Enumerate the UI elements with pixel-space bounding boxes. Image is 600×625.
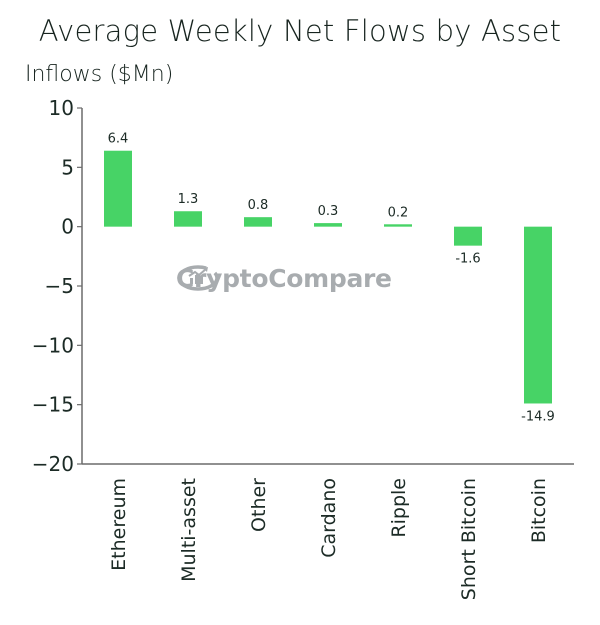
- watermark: CryptoCompare: [176, 264, 392, 293]
- y-tick-label: −5: [45, 274, 74, 298]
- y-tick-label: −10: [32, 333, 74, 357]
- chart-growth-icon: [177, 265, 219, 291]
- y-tick-label: −15: [32, 393, 74, 417]
- bar-cardano: [314, 223, 342, 227]
- x-tick-label: Short Bitcoin: [458, 478, 480, 600]
- data-label: 0.3: [318, 204, 339, 219]
- chart-title: Average Weekly Net Flows by Asset: [38, 14, 562, 48]
- watermark-text: CryptoCompare: [176, 264, 392, 293]
- y-tick-label: 0: [61, 215, 74, 239]
- data-labels: 6.4 1.3 0.8 0.3 0.2 -1.6 -14.9: [108, 132, 555, 425]
- x-tick-label: Bitcoin: [528, 478, 550, 543]
- y-tick-label: 5: [61, 155, 74, 179]
- y-ticks: 10 5 0 −5 −10 −15 −20: [32, 96, 82, 476]
- bars: [104, 150, 552, 404]
- y-axis-label: Inflows ($Mn): [25, 62, 174, 87]
- data-label: -1.6: [455, 252, 480, 267]
- data-label: 6.4: [108, 132, 129, 147]
- x-tick-label: Ethereum: [108, 478, 130, 571]
- y-tick-label: 10: [49, 96, 74, 120]
- x-tick-label: Other: [248, 478, 270, 532]
- data-label: 0.8: [248, 198, 269, 213]
- y-tick-label: −20: [32, 452, 74, 476]
- x-tick-label: Cardano: [318, 478, 340, 558]
- bar-multi-asset: [174, 211, 202, 227]
- x-tick-labels: Ethereum Multi-asset Other Cardano Ripple Sho…: [108, 478, 550, 600]
- data-label: 0.2: [388, 205, 409, 220]
- bar-other: [244, 217, 272, 227]
- x-tick-label: Multi-asset: [178, 478, 200, 582]
- bar-short-bitcoin: [454, 226, 482, 246]
- bar-ethereum: [104, 150, 132, 227]
- bar-bitcoin: [524, 226, 552, 404]
- x-tick-label: Ripple: [388, 478, 410, 538]
- data-label: -14.9: [521, 409, 555, 424]
- bar-ripple: [384, 224, 412, 227]
- data-label: 1.3: [178, 192, 199, 207]
